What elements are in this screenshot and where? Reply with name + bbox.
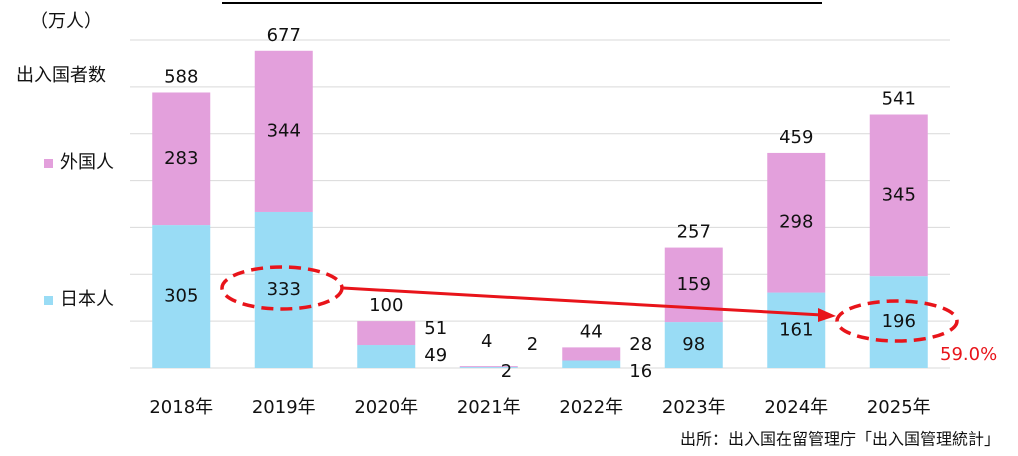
total-label: 588 bbox=[164, 66, 198, 87]
legend-swatch bbox=[44, 159, 53, 168]
legend-label: 外国人 bbox=[60, 152, 114, 173]
bar-segment bbox=[254, 211, 313, 368]
data-label: 2 bbox=[527, 334, 538, 355]
x-tick-label: 2020年 bbox=[354, 397, 418, 418]
data-label: 28 bbox=[629, 334, 652, 355]
source: 出所：出入国在留管理庁「出入国管理統計」 bbox=[680, 430, 1000, 449]
x-tick-label: 2018年 bbox=[149, 397, 213, 418]
bar-segment bbox=[357, 321, 416, 346]
data-label: 2 bbox=[501, 361, 512, 382]
data-label: 345 bbox=[882, 184, 916, 205]
highlight-ellipse bbox=[220, 265, 344, 311]
data-label: 344 bbox=[267, 120, 301, 141]
arrow-head bbox=[818, 308, 836, 322]
x-tick-label: 2025年 bbox=[867, 397, 931, 418]
total-label: 459 bbox=[779, 127, 813, 148]
data-label: 333 bbox=[267, 279, 301, 300]
unit-label: （万人） bbox=[30, 11, 102, 32]
total-label: 541 bbox=[882, 89, 916, 110]
bar-segment bbox=[152, 225, 211, 368]
total-label: 44 bbox=[580, 321, 603, 342]
highlight-ellipse bbox=[835, 299, 959, 343]
bar-segment bbox=[664, 322, 723, 368]
data-label: 305 bbox=[164, 286, 198, 307]
data-label: 161 bbox=[779, 319, 813, 340]
data-label: 196 bbox=[882, 311, 916, 332]
data-label: 298 bbox=[779, 212, 813, 233]
x-tick-label: 2022年 bbox=[559, 397, 623, 418]
total-label: 100 bbox=[369, 295, 403, 316]
bar-segment bbox=[357, 345, 416, 368]
data-label: 283 bbox=[164, 148, 198, 169]
bar-segment bbox=[459, 366, 518, 368]
data-label: 98 bbox=[682, 334, 705, 355]
bar-segment bbox=[254, 50, 313, 212]
x-tick-label: 2023年 bbox=[662, 397, 726, 418]
data-label: 51 bbox=[424, 318, 447, 339]
y-axis-label: 出入国者数 bbox=[16, 65, 106, 86]
bar-segment bbox=[152, 92, 211, 226]
data-label: 49 bbox=[424, 345, 447, 366]
x-tick-label: 2019年 bbox=[252, 397, 316, 418]
bar-segment bbox=[459, 367, 518, 368]
legend-swatch bbox=[44, 296, 53, 305]
data-label: 16 bbox=[629, 361, 652, 382]
bar-segment bbox=[869, 114, 928, 277]
arrow-line bbox=[342, 286, 823, 317]
annotation: 59.0% bbox=[940, 344, 997, 365]
bar-segment bbox=[562, 360, 621, 368]
total-label: 257 bbox=[677, 222, 711, 243]
bar-segment bbox=[562, 347, 621, 361]
bar-segment bbox=[767, 152, 826, 293]
x-tick-label: 2024年 bbox=[764, 397, 828, 418]
total-label: 677 bbox=[267, 25, 301, 46]
bar-segment bbox=[869, 276, 928, 368]
total-label: 4 bbox=[481, 331, 492, 352]
plot: 日本人 外国人 305 283 588 2018年 333 344 677 2019年 51 49 10… bbox=[44, 25, 950, 418]
x-tick-label: 2021年 bbox=[457, 397, 521, 418]
bar-segment bbox=[767, 292, 826, 368]
data-label: 159 bbox=[677, 274, 711, 295]
legend-label: 日本人 bbox=[60, 289, 114, 310]
